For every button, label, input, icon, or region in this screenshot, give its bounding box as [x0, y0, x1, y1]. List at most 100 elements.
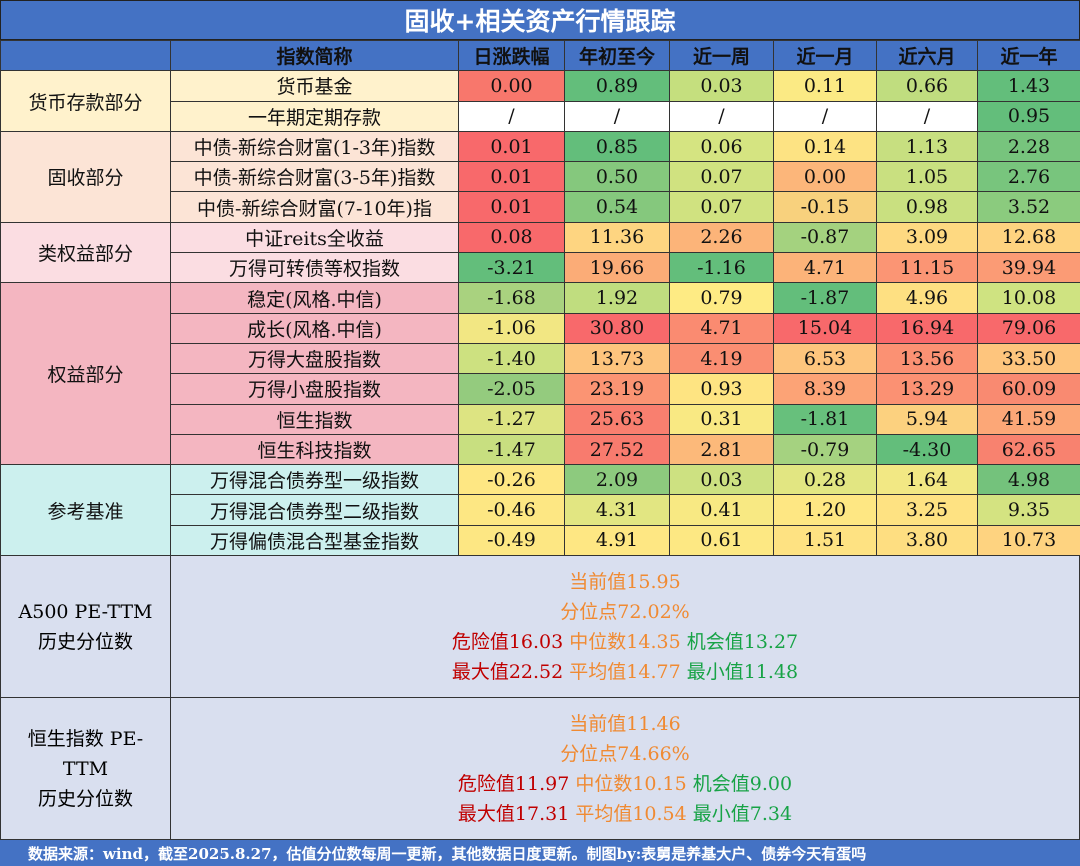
- table-row: 参考基准 万得混合债券型一级指数 -0.26 2.09 0.03 0.28 1.64 4.98: [0, 464, 1080, 557]
- pe-label-line: 历史分位数: [37, 787, 133, 810]
- value-cell: /: [458, 100, 565, 132]
- value-cell: 3.52: [977, 191, 1080, 223]
- value-cell: 2.26: [669, 221, 774, 254]
- value-cell: 60.09: [977, 373, 1080, 405]
- value-cell: 10.08: [977, 282, 1080, 314]
- value-cell: /: [564, 100, 670, 132]
- value-cell: 39.94: [977, 252, 1080, 284]
- value-cell: 3.25: [876, 494, 978, 526]
- index-name: 中证reits全收益: [170, 221, 459, 254]
- value-cell: 19.66: [564, 252, 670, 284]
- index-name: 中债-新综合财富(1-3年)指数: [170, 130, 459, 163]
- mean-value: 平均值10.54: [575, 802, 687, 825]
- value-cell: -1.06: [458, 312, 565, 344]
- min-value: 最小值7.34: [692, 802, 793, 825]
- index-name: 万得混合债券型二级指数: [170, 494, 459, 526]
- pe-block-hang-seng: 恒生指数 PE- TTM 历史分位数 当前值11.46 分位点74.66% 危险值11.9…: [0, 697, 1080, 840]
- pe-label-line: A500 PE-TTM: [18, 600, 153, 623]
- value-cell: 4.71: [669, 312, 774, 344]
- value-cell: -2.05: [458, 373, 565, 405]
- column-header: 年初至今: [564, 39, 670, 72]
- value-cell: 0.01: [458, 161, 565, 193]
- index-name: 稳定(风格.中信): [170, 282, 459, 314]
- max-value: 最大值17.31: [457, 802, 570, 825]
- current-value: 当前值15.95: [569, 570, 681, 593]
- table-row: 万得偏债混合型基金指数 -0.49 4.91 0.61 1.51 3.80 10.73: [1, 524, 1080, 557]
- pe-block-label: A500 PE-TTM 历史分位数: [1, 556, 171, 697]
- value-cell: -0.15: [773, 191, 877, 223]
- value-cell: 0.61: [669, 524, 774, 557]
- column-header: 近一年: [977, 39, 1080, 72]
- value-cell: 0.03: [669, 464, 774, 496]
- value-cell: -0.87: [773, 221, 877, 254]
- value-cell: -0.79: [773, 433, 877, 466]
- index-name: 恒生指数: [170, 403, 459, 435]
- opportunity-value: 机会值9.00: [692, 772, 793, 795]
- value-cell: 0.85: [564, 130, 670, 163]
- value-cell: 62.65: [977, 433, 1080, 466]
- value-cell: 41.59: [977, 403, 1080, 435]
- value-cell: 1.13: [876, 130, 978, 163]
- value-cell: 4.71: [773, 252, 877, 284]
- value-cell: 13.29: [876, 373, 978, 405]
- value-cell: -1.40: [458, 342, 565, 375]
- value-cell: -0.26: [458, 464, 565, 496]
- value-cell: 0.01: [458, 191, 565, 223]
- value-cell: 0.11: [773, 70, 877, 102]
- index-name: 中债-新综合财富(3-5年)指数: [170, 161, 459, 193]
- value-cell: 13.73: [564, 342, 670, 375]
- pe-block-label: 恒生指数 PE- TTM 历史分位数: [1, 698, 171, 839]
- table-row: 恒生指数 -1.27 25.63 0.31 -1.81 5.94 41.59: [1, 403, 1080, 435]
- value-cell: -1.16: [669, 252, 774, 284]
- value-cell: 2.28: [977, 130, 1080, 163]
- table-row: 万得大盘股指数 -1.40 13.73 4.19 6.53 13.56 33.50: [1, 342, 1080, 375]
- table-row: 万得混合债券型二级指数 -0.46 4.31 0.41 1.20 3.25 9.35: [1, 494, 1080, 526]
- index-name: 恒生科技指数: [170, 433, 459, 466]
- pe-label-line: TTM: [62, 757, 109, 780]
- table-row: 万得小盘股指数 -2.05 23.19 0.93 8.39 13.29 60.09: [1, 373, 1080, 405]
- value-cell: 4.98: [977, 464, 1080, 496]
- table-row: 权益部分 稳定(风格.中信) -1.68 1.92 0.79 -1.87 4.96 10.08: [0, 282, 1080, 466]
- value-cell: 2.76: [977, 161, 1080, 193]
- value-cell: 0.89: [564, 70, 670, 102]
- percentile-value: 分位点72.02%: [560, 600, 690, 623]
- group-label: 权益部分: [0, 282, 171, 466]
- group-label: 类权益部分: [0, 221, 171, 284]
- value-cell: 0.14: [773, 130, 877, 163]
- group-label: 固收部分: [0, 130, 171, 223]
- opportunity-value: 机会值13.27: [686, 630, 799, 653]
- value-cell: -1.87: [773, 282, 877, 314]
- current-value: 当前值11.46: [569, 712, 681, 735]
- column-header: 近一月: [773, 39, 877, 72]
- danger-value: 危险值11.97: [457, 772, 570, 795]
- index-name: 一年期定期存款: [170, 100, 459, 132]
- value-cell: 0.41: [669, 494, 774, 526]
- value-cell: 3.80: [876, 524, 978, 557]
- value-cell: 4.19: [669, 342, 774, 375]
- value-cell: 11.15: [876, 252, 978, 284]
- value-cell: /: [669, 100, 774, 132]
- index-name: 万得混合债券型一级指数: [170, 464, 459, 496]
- value-cell: 0.06: [669, 130, 774, 163]
- table-row: 一年期定期存款 / / / //0.95: [1, 100, 1080, 132]
- index-name: 万得小盘股指数: [170, 373, 459, 405]
- value-cell: 33.50: [977, 342, 1080, 375]
- group-label: 货币存款部分: [0, 70, 171, 132]
- pe-label-line: 恒生指数 PE-: [27, 727, 144, 750]
- danger-value: 危险值16.03: [451, 630, 564, 653]
- market-table: 指数简称 日涨跌幅 年初至今 近一周 近一月 近六月 近一年 货币存款部分 货币基金 0.00 0.…: [0, 39, 1080, 557]
- value-cell: 16.94: [876, 312, 978, 344]
- value-cell: 4.91: [564, 524, 670, 557]
- value-cell: 0.54: [564, 191, 670, 223]
- index-name: 货币基金: [170, 70, 459, 102]
- median-value: 中位数14.35: [569, 630, 681, 653]
- value-cell: 0.07: [669, 161, 774, 193]
- column-header: 日涨跌幅: [458, 39, 565, 72]
- max-value: 最大值22.52: [451, 660, 564, 683]
- value-cell: 0.00: [458, 70, 565, 102]
- value-cell: 4.96: [876, 282, 978, 314]
- value-cell: 0.98: [876, 191, 978, 223]
- index-name: 万得大盘股指数: [170, 342, 459, 375]
- value-cell: 8.39: [773, 373, 877, 405]
- value-cell: 0.95: [977, 100, 1080, 132]
